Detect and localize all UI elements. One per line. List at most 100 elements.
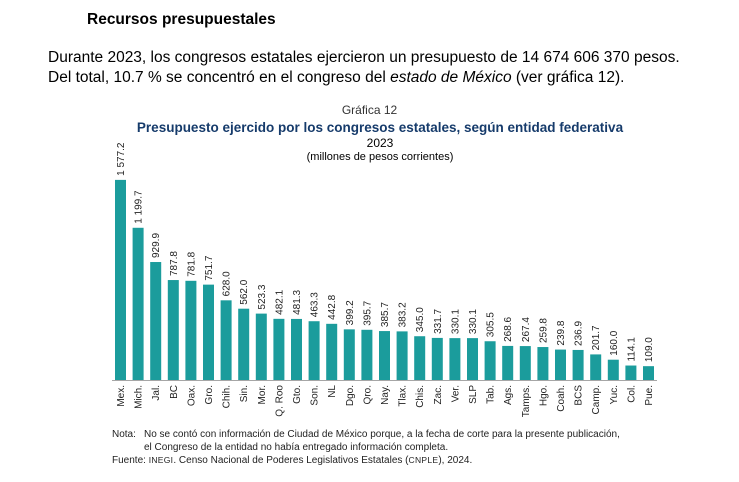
value-label-28: 160.0 — [609, 330, 620, 355]
value-label-16: 383.2 — [398, 302, 409, 327]
category-label-11: Son. — [310, 385, 321, 406]
value-label-2: 929.9 — [151, 233, 162, 258]
bar-3 — [167, 280, 179, 380]
value-label-4: 781.8 — [186, 251, 197, 276]
bars-group — [115, 179, 654, 380]
value-label-20: 330.1 — [468, 309, 479, 334]
bar-15 — [379, 331, 390, 380]
value-label-13: 399.2 — [345, 300, 356, 325]
category-label-22: Ags. — [503, 385, 514, 405]
bar-12 — [326, 323, 338, 380]
bar-18 — [431, 337, 443, 380]
value-label-26: 236.9 — [574, 320, 585, 345]
category-label-4: Oax. — [186, 385, 197, 406]
category-label-16: Tlax. — [398, 385, 409, 407]
value-label-24: 259.8 — [538, 318, 549, 343]
source-org: INEGI — [148, 455, 174, 465]
value-label-3: 787.8 — [169, 251, 180, 276]
category-label-25: Coah. — [556, 385, 567, 412]
category-label-30: Pue. — [644, 385, 655, 406]
value-label-9: 482.1 — [274, 289, 285, 314]
bar-22 — [502, 345, 514, 380]
category-label-5: Gro. — [204, 385, 215, 404]
value-label-19: 330.1 — [450, 309, 461, 334]
bar-8 — [255, 313, 267, 380]
value-label-18: 331.7 — [433, 308, 444, 333]
category-label-13: Dgo. — [345, 385, 356, 406]
category-label-19: Ver. — [450, 385, 461, 402]
value-label-21: 305.5 — [486, 312, 497, 337]
category-label-2: Jal. — [151, 385, 162, 401]
bar-1 — [132, 227, 144, 380]
category-label-18: Zac. — [433, 385, 444, 404]
source-end: ), 2024. — [438, 455, 473, 466]
note-label: Nota: — [112, 429, 136, 440]
category-label-20: SLP — [468, 385, 479, 404]
bar-16 — [396, 331, 408, 380]
value-label-23: 267.4 — [521, 317, 532, 342]
value-label-8: 523.3 — [257, 284, 268, 309]
bar-5 — [203, 284, 214, 380]
bar-19 — [449, 338, 461, 380]
category-label-10: Gto. — [292, 385, 303, 404]
category-label-24: Hgo. — [538, 385, 549, 406]
paragraph-line-2-end: (ver gráfica 12). — [511, 69, 625, 86]
category-label-28: Yuc. — [609, 385, 620, 404]
intro-paragraph: Durante 2023, los congresos estatales ej… — [48, 48, 728, 88]
value-labels-group: 1 577.2 1 199.7 929.9 787.8 781.8 751.7 628.0 5… — [116, 142, 655, 362]
bar-17 — [414, 336, 426, 380]
category-labels-group: Mex. Mich. Jal. BC Oax. Gro. Chih. Sin. Mor. Q. R… — [116, 385, 655, 418]
paragraph-emphasis: estado de México — [390, 69, 512, 86]
value-label-17: 345.0 — [415, 307, 426, 332]
source-text: Fuente: INEGI. Censo Nacional de Poderes… — [112, 454, 472, 467]
category-label-15: Nay. — [380, 385, 391, 405]
value-label-7: 562.0 — [239, 279, 250, 304]
value-label-10: 481.3 — [292, 289, 303, 314]
paragraph-line-1: Durante 2023, los congresos estatales ej… — [48, 49, 680, 66]
source-description: . Censo Nacional de Poderes Legislativos… — [173, 455, 409, 466]
category-label-7: Sin. — [239, 385, 250, 402]
category-label-21: Tab. — [486, 385, 497, 404]
value-label-22: 268.6 — [503, 316, 514, 341]
category-label-9: Q. Roo — [274, 385, 285, 417]
bar-9 — [273, 318, 285, 380]
bar-4 — [185, 280, 197, 380]
bar-13 — [343, 329, 355, 380]
value-label-11: 463.3 — [310, 292, 321, 317]
value-label-6: 628.0 — [222, 271, 233, 296]
category-label-6: Chih. — [222, 385, 233, 408]
source-abbr: CNPLE — [408, 455, 439, 465]
value-label-15: 385.7 — [380, 302, 391, 327]
value-label-30: 109.0 — [644, 337, 655, 362]
bar-28 — [607, 359, 619, 380]
section-title: Recursos presupuestales — [87, 11, 276, 28]
category-label-3: BC — [169, 385, 180, 399]
bar-0 — [115, 179, 126, 380]
bar-7 — [238, 308, 250, 380]
value-label-29: 114.1 — [626, 337, 637, 362]
bar-26 — [572, 349, 584, 380]
chart-notes: Nota: No se contó con información de Ciu… — [112, 428, 620, 467]
category-label-14: Qro. — [362, 385, 373, 404]
chart-caption: Gráfica 12 — [341, 103, 398, 117]
value-label-12: 442.8 — [327, 294, 338, 319]
category-label-29: Col. — [626, 385, 637, 403]
bar-14 — [361, 329, 373, 380]
bar-21 — [484, 341, 496, 380]
value-label-27: 201.7 — [591, 325, 602, 350]
value-label-0: 1 577.2 — [116, 142, 127, 176]
note-text-2: el Congreso de la entidad no había entre… — [144, 442, 449, 453]
bar-2 — [150, 262, 162, 380]
note-text-1: No se contó con información de Ciudad de… — [144, 429, 620, 440]
bar-11 — [308, 321, 320, 380]
bar-10 — [291, 318, 302, 380]
category-label-23: Tamps. — [521, 385, 532, 417]
source-label: Fuente: — [112, 455, 146, 466]
bar-29 — [625, 365, 637, 380]
category-label-17: Chis. — [415, 385, 426, 408]
bar-23 — [519, 346, 531, 380]
chart-title: Presupuesto ejercido por los congresos e… — [136, 120, 624, 135]
bar-20 — [467, 338, 478, 380]
category-label-8: Mor. — [257, 385, 268, 404]
